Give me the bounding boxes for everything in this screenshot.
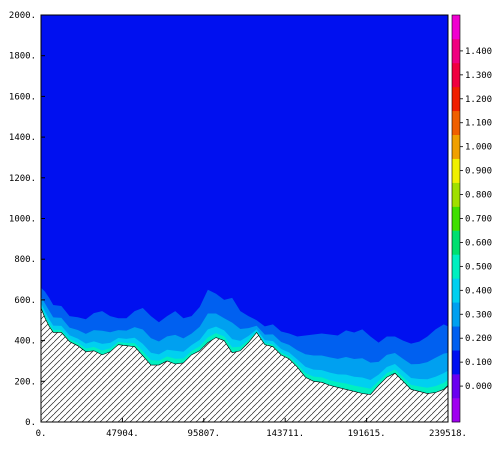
colorbar-level-label: 0.100 bbox=[465, 358, 492, 368]
colorbar-level-label: 1.100 bbox=[465, 119, 492, 129]
colorbar-swatch bbox=[452, 134, 460, 159]
colorbar-swatch bbox=[452, 230, 460, 255]
y-tick-label: 1000. bbox=[9, 215, 36, 225]
y-tick-label: 400. bbox=[14, 337, 36, 347]
colorbar-swatch bbox=[452, 302, 460, 327]
colorbar-level-label: 1.400 bbox=[465, 47, 492, 57]
y-tick-label: 0. bbox=[25, 418, 36, 428]
y-tick-label: 600. bbox=[14, 296, 36, 306]
x-tick-label: 95807. bbox=[188, 429, 221, 439]
colorbar-level-label: 1.300 bbox=[465, 71, 492, 81]
colorbar-swatch bbox=[452, 254, 460, 279]
colorbar-swatch bbox=[452, 206, 460, 231]
colorbar-level-label: 1.200 bbox=[465, 95, 492, 105]
colorbar-level-label: 0.700 bbox=[465, 215, 492, 225]
colorbar-swatch bbox=[452, 278, 460, 303]
x-axis: 0. 47904. 95807. 143711. 191615. 239518. bbox=[36, 418, 467, 439]
colorbar-level-label: 0.500 bbox=[465, 262, 492, 272]
colorbar-level-label: 0.900 bbox=[465, 167, 492, 177]
y-tick-label: 800. bbox=[14, 255, 36, 265]
colorbar-swatch bbox=[452, 15, 460, 40]
y-axis: 0. 200. 400. 600. 800. 1000. 1200. 1400. 1600. 18… bbox=[9, 11, 45, 428]
x-tick-label: 191615. bbox=[348, 429, 386, 439]
colorbar-swatch bbox=[452, 38, 460, 64]
colorbar-swatch bbox=[452, 350, 460, 375]
y-tick-label: 2000. bbox=[9, 11, 36, 21]
x-tick-label: 239518. bbox=[429, 429, 467, 439]
colorbar-swatch bbox=[452, 86, 460, 112]
x-tick-label: 143711. bbox=[266, 429, 304, 439]
colorbar-level-label: 0.400 bbox=[465, 286, 492, 296]
colorbar: 0.000 0.100 0.200 0.300 0.400 0.500 0.600 0.700… bbox=[451, 14, 492, 423]
colorbar-level-label: 0.200 bbox=[465, 334, 492, 344]
y-tick-label: 1400. bbox=[9, 133, 36, 143]
colorbar-level-label: 0.300 bbox=[465, 310, 492, 320]
y-tick-label: 1200. bbox=[9, 174, 36, 184]
x-tick-label: 0. bbox=[36, 429, 47, 439]
colorbar-level-label: 0.800 bbox=[465, 191, 492, 201]
colorbar-swatch bbox=[452, 182, 460, 207]
y-tick-label: 1800. bbox=[9, 52, 36, 62]
colorbar-swatch bbox=[452, 110, 460, 136]
y-tick-label: 1600. bbox=[9, 92, 36, 102]
colorbar-swatch bbox=[452, 398, 460, 423]
terrain-hatched bbox=[41, 307, 448, 422]
colorbar-level-label: 0.000 bbox=[465, 382, 492, 392]
y-tick-label: 200. bbox=[14, 377, 36, 387]
colorbar-swatch bbox=[452, 374, 460, 399]
x-tick-label: 47904. bbox=[106, 429, 139, 439]
colorbar-swatch bbox=[452, 158, 460, 183]
colorbar-swatch bbox=[452, 62, 460, 88]
colorbar-swatch bbox=[452, 326, 460, 351]
colorbar-level-label: 0.600 bbox=[465, 238, 492, 248]
colorbar-level-label: 1.000 bbox=[465, 143, 492, 153]
